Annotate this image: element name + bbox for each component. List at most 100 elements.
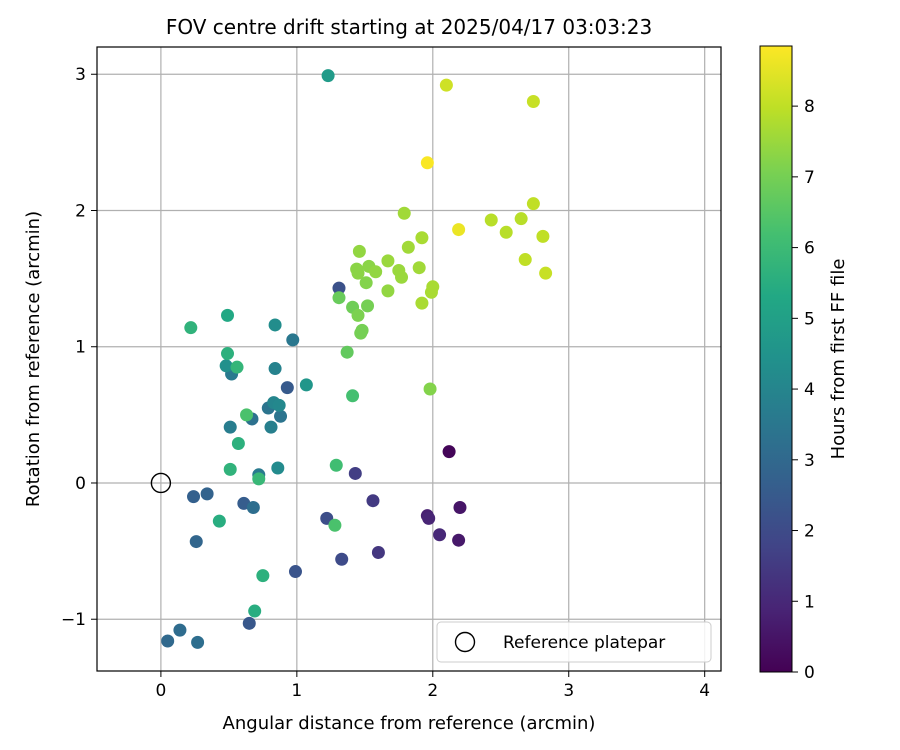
legend-box bbox=[436, 621, 712, 663]
data-point bbox=[256, 569, 270, 583]
data-point bbox=[426, 280, 440, 294]
data-point bbox=[299, 378, 313, 392]
y-tick-label: 2 bbox=[75, 201, 86, 221]
data-point bbox=[231, 436, 245, 450]
data-point bbox=[420, 156, 434, 170]
colorbar-tick-label: 2 bbox=[804, 522, 815, 542]
data-point bbox=[354, 326, 368, 340]
data-point bbox=[221, 347, 235, 361]
data-point bbox=[381, 254, 395, 268]
data-point bbox=[401, 240, 415, 254]
y-ticks: −1 0 1 2 3 bbox=[61, 65, 97, 630]
chart-title: FOV centre drift starting at 2025/04/17 … bbox=[166, 15, 652, 39]
data-point bbox=[329, 458, 343, 472]
data-point bbox=[351, 266, 365, 280]
data-point bbox=[280, 381, 294, 395]
colorbar-tick-label: 7 bbox=[804, 168, 815, 188]
data-point bbox=[173, 623, 187, 637]
data-point bbox=[332, 281, 346, 295]
data-point bbox=[499, 225, 513, 239]
data-point bbox=[412, 261, 426, 275]
legend-label: Reference platepar bbox=[503, 633, 665, 653]
data-point bbox=[286, 333, 300, 347]
data-point bbox=[352, 244, 366, 258]
data-point bbox=[366, 494, 380, 508]
data-point bbox=[328, 518, 342, 532]
data-point bbox=[453, 501, 467, 515]
data-point bbox=[246, 501, 260, 515]
x-tick-label: 1 bbox=[291, 681, 302, 701]
data-point bbox=[423, 382, 437, 396]
data-point bbox=[264, 420, 278, 434]
scatter-points bbox=[161, 69, 553, 649]
y-tick-label: 0 bbox=[75, 474, 86, 494]
data-point bbox=[268, 318, 282, 332]
grid bbox=[97, 47, 721, 671]
data-point bbox=[272, 398, 286, 412]
data-point bbox=[369, 265, 383, 279]
data-point bbox=[212, 514, 226, 528]
colorbar-tick-label: 0 bbox=[804, 663, 815, 683]
colorbar-tick-label: 6 bbox=[804, 239, 815, 259]
data-point bbox=[321, 69, 335, 83]
data-point bbox=[348, 466, 362, 480]
data-point bbox=[191, 635, 205, 649]
data-point bbox=[200, 487, 214, 501]
data-point bbox=[433, 528, 447, 542]
data-point bbox=[518, 253, 532, 267]
y-tick-label: −1 bbox=[61, 610, 86, 630]
data-point bbox=[361, 299, 375, 313]
data-point bbox=[271, 461, 285, 475]
legend: Reference platepar bbox=[436, 621, 712, 663]
data-point bbox=[536, 229, 550, 243]
data-point bbox=[442, 445, 456, 459]
data-point bbox=[161, 634, 175, 648]
data-point bbox=[381, 284, 395, 298]
data-point bbox=[268, 362, 282, 376]
legend-reference-marker bbox=[454, 631, 476, 653]
data-point bbox=[439, 78, 453, 92]
data-point bbox=[539, 266, 553, 280]
colorbar-tick-label: 5 bbox=[804, 309, 815, 329]
x-axis-label: Angular distance from reference (arcmin) bbox=[223, 713, 596, 734]
x-tick-label: 2 bbox=[427, 681, 438, 701]
colorbar-tick-label: 1 bbox=[804, 592, 815, 612]
data-point bbox=[187, 490, 201, 504]
data-point bbox=[223, 420, 237, 434]
colorbar-label: Hours from first FF file bbox=[828, 259, 849, 460]
data-point bbox=[452, 223, 466, 237]
colorbar-tick-label: 8 bbox=[804, 97, 815, 117]
x-ticks: 0 1 2 3 4 bbox=[155, 671, 710, 701]
data-point bbox=[395, 270, 409, 284]
data-point bbox=[452, 533, 466, 547]
data-point bbox=[223, 462, 237, 476]
data-point bbox=[189, 535, 203, 549]
data-point bbox=[248, 604, 262, 618]
x-tick-label: 0 bbox=[155, 681, 166, 701]
y-axis-label: Rotation from reference (arcmin) bbox=[23, 211, 44, 507]
data-point bbox=[335, 552, 349, 566]
data-point bbox=[371, 545, 385, 559]
data-point bbox=[240, 408, 254, 422]
data-point bbox=[359, 276, 373, 290]
data-point bbox=[415, 231, 429, 245]
data-point bbox=[219, 359, 233, 373]
data-point bbox=[230, 360, 244, 374]
y-tick-label: 1 bbox=[75, 338, 86, 358]
colorbar-tick-label: 3 bbox=[804, 451, 815, 471]
data-point bbox=[351, 308, 365, 322]
data-point bbox=[184, 321, 198, 335]
data-point bbox=[221, 308, 235, 322]
colorbar bbox=[759, 45, 793, 673]
data-point bbox=[252, 472, 266, 486]
data-point bbox=[346, 389, 360, 403]
data-point bbox=[242, 616, 256, 630]
data-point bbox=[288, 565, 302, 579]
plot-frame bbox=[96, 46, 722, 672]
data-point bbox=[415, 296, 429, 310]
data-point bbox=[332, 291, 346, 305]
x-tick-label: 3 bbox=[563, 681, 574, 701]
reference-marker-layer bbox=[150, 472, 172, 494]
data-point bbox=[340, 345, 354, 359]
